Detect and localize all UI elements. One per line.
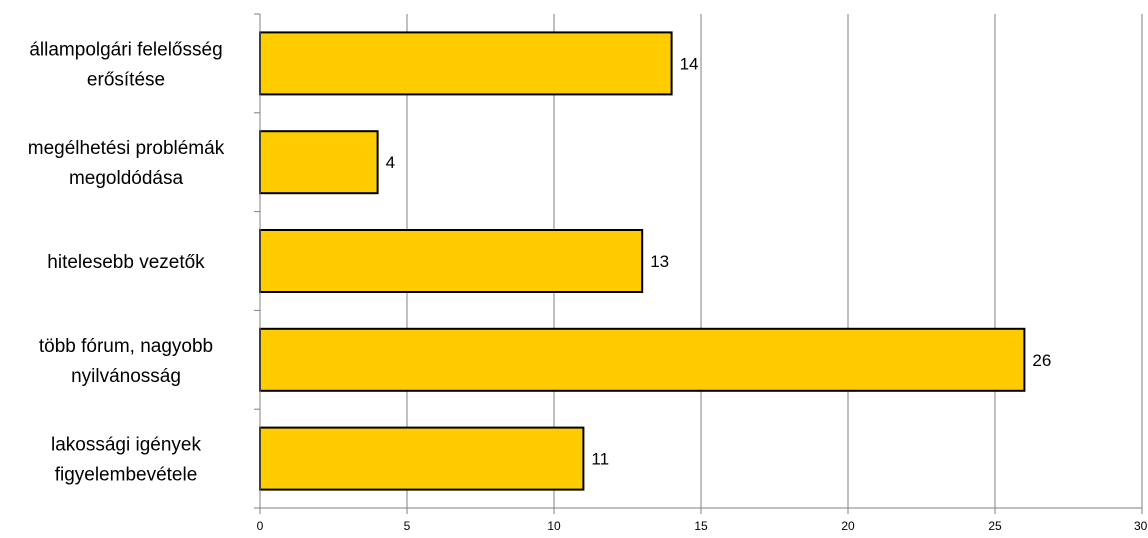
category-label-3-1: nyilvánosság: [71, 366, 181, 387]
category-label-1-0: megélhetési problémák: [28, 138, 225, 159]
bar-1: [259, 130, 379, 195]
bar-3: [259, 327, 1026, 392]
x-tick-label-15: 15: [694, 519, 708, 533]
bars: [259, 31, 1026, 491]
category-label-2-0: hitelesebb vezetők: [47, 252, 205, 273]
data-label-4: 11: [591, 450, 609, 469]
data-label-1: 4: [386, 153, 395, 172]
category-label-0-0: állampolgári felelősség: [29, 39, 222, 60]
x-tick-label-5: 5: [404, 519, 411, 533]
bar-4: [259, 426, 585, 491]
gridlines: [406, 14, 1143, 508]
category-label-4-1: figyelembevétele: [55, 465, 198, 486]
category-label-0-1: erősítése: [87, 69, 165, 90]
labels: 14 4 13 26 11 0 5 10 15 20 25 30 állampolgári felelő…: [28, 39, 1148, 533]
axes: [254, 13, 1143, 514]
bar-0: [259, 31, 673, 96]
category-label-4-0: lakossági igények: [51, 435, 201, 456]
category-label-3-0: több fórum, nagyobb: [39, 336, 213, 357]
x-tick-label-10: 10: [547, 519, 561, 533]
x-tick-label-0: 0: [257, 519, 264, 533]
x-tick-label-30: 30: [1134, 519, 1148, 533]
bar-2: [259, 229, 644, 293]
category-label-1-1: megoldódása: [69, 168, 184, 189]
x-tick-label-25: 25: [988, 519, 1002, 533]
data-label-3: 26: [1032, 351, 1051, 370]
data-label-2: 13: [650, 252, 669, 271]
x-tick-label-20: 20: [841, 519, 855, 533]
data-label-0: 14: [680, 54, 699, 73]
